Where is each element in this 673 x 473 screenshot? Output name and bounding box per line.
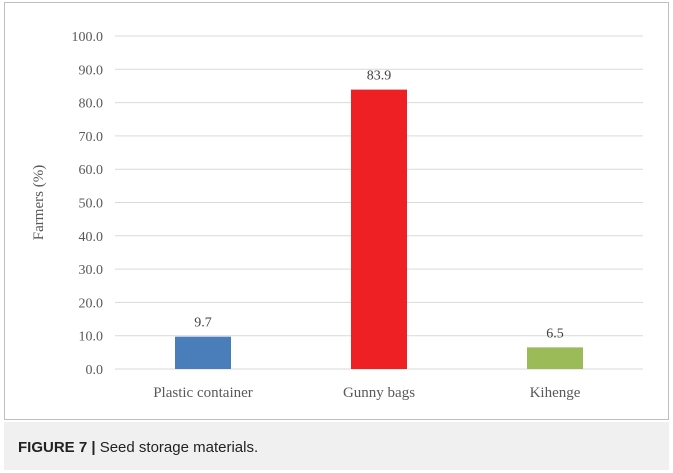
y-tick-label: 40.0 [79,230,104,245]
y-tick-label: 0.0 [86,363,104,378]
y-tick-label: 10.0 [79,330,104,345]
y-axis-label: Farmers (%) [31,165,47,240]
category-label: Gunny bags [343,385,415,401]
chart-frame: 0.0 10.0 20.0 30.0 40.0 50.0 60.0 70.0 80.0 90.0 1… [4,2,669,420]
category-labels: Plastic container Gunny bags Kihenge [153,385,581,401]
caption-body: Seed storage materials. [95,439,259,456]
y-tick-label: 20.0 [79,296,104,311]
category-label: Kihenge [530,385,581,401]
data-label: 6.5 [546,326,564,341]
y-tick-label: 100.0 [72,30,104,45]
data-labels: 9.7 83.9 6.5 [194,69,564,342]
y-tick-label: 60.0 [79,163,104,178]
bar-chart: 0.0 10.0 20.0 30.0 40.0 50.0 60.0 70.0 80.0 90.0 1… [31,30,643,401]
y-tick-label: 70.0 [79,130,104,145]
caption-text: FIGURE 7 | Seed storage materials. [18,439,258,456]
data-label: 9.7 [194,316,212,331]
caption-label: FIGURE 7 | [18,439,96,456]
bars [175,89,583,369]
y-tick-label: 90.0 [79,63,104,78]
bar [175,336,231,369]
y-tick-label: 50.0 [79,197,104,212]
data-label: 83.9 [367,69,392,84]
y-tick-label: 30.0 [79,263,104,278]
y-tick-labels: 0.0 10.0 20.0 30.0 40.0 50.0 60.0 70.0 80.0 90.0 1… [72,30,104,378]
bar [527,347,583,369]
category-label: Plastic container [153,385,253,401]
bar [351,89,407,369]
figure-caption: FIGURE 7 | Seed storage materials. [4,422,669,470]
y-tick-label: 80.0 [79,97,104,112]
